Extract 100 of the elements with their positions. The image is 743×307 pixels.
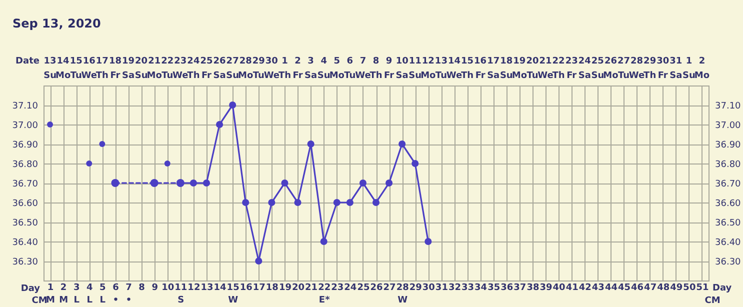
- point: [216, 120, 224, 128]
- y2-tick-label: 36.60: [715, 199, 742, 209]
- x2-tick-label: 27 Tu: [617, 56, 630, 81]
- point: [190, 179, 197, 187]
- x2-tick-label: 11 Su: [408, 56, 422, 81]
- point: [99, 141, 106, 147]
- x-tick-label: 4 L: [86, 283, 93, 306]
- x2-tick-label: 6 Tu: [344, 56, 356, 81]
- x-tick-label: 17: [252, 283, 266, 293]
- x2-tick-label: 2 Mo: [694, 56, 710, 81]
- x2-tick-label: 28 We: [628, 56, 645, 81]
- x2-tick-label: 22 Th: [552, 56, 565, 81]
- x-tick-label: 10: [162, 283, 174, 293]
- x-tick-label: 43: [592, 283, 604, 293]
- point: [372, 198, 380, 206]
- point: [307, 140, 314, 148]
- x-tick-label: 42: [578, 283, 592, 293]
- x2-tick-label: 10 Sa: [396, 56, 408, 81]
- x2-tick-label: 25 Su: [591, 56, 604, 81]
- x-tick-label: 7 •: [126, 283, 132, 306]
- x-tick-label: 2 M: [59, 283, 68, 306]
- x2-tick-label: 9 Fr: [384, 56, 395, 81]
- point: [86, 160, 92, 166]
- x-tick-label: 38: [526, 283, 540, 293]
- x2-tick-label: 14 We: [446, 56, 462, 81]
- y2-tick-label: 36.40: [715, 238, 742, 248]
- x-tick-label: 37: [514, 283, 526, 293]
- text: CM: [32, 296, 48, 306]
- x-tick-label: 21: [305, 283, 318, 293]
- point: [320, 238, 328, 246]
- x2-tick-label: 30 We: [264, 56, 280, 81]
- x2-tick-label: 20 Tu: [526, 56, 539, 81]
- x-tick-label: 15 W: [226, 283, 240, 306]
- x-tick-label: 36: [500, 283, 514, 293]
- x-tick-label: 35: [488, 283, 500, 293]
- x-tick-label: 49: [670, 283, 683, 293]
- y2-tick-label: 37.10: [715, 102, 742, 112]
- x2-tick-label: 29 Tu: [252, 56, 265, 81]
- point: [202, 179, 210, 187]
- x-tick-label: 1 M: [46, 283, 56, 306]
- y2-tick-label: 37.00: [715, 121, 742, 131]
- x2-tick-label: 13 Tu: [434, 56, 448, 81]
- point: [281, 179, 288, 187]
- x-tick-label: 41: [566, 283, 578, 293]
- x2-tick-label: 28 Mo: [238, 56, 254, 81]
- x-tick-label: 45: [618, 283, 631, 293]
- x2-tick-label: 25 Fr: [200, 56, 213, 81]
- x2-tick-label: 23 Fr: [565, 56, 578, 81]
- x2-tick-label: 18 Fr: [108, 56, 122, 81]
- point: [346, 198, 354, 206]
- text: Day: [20, 284, 40, 294]
- x2-tick-label: 17 Th: [96, 56, 108, 81]
- x2-tick-label: 16 We: [81, 56, 97, 81]
- y2-tick-label: 36.80: [715, 160, 742, 170]
- x-tick-label: 51: [696, 283, 709, 293]
- y-tick-label: 36.70: [12, 180, 38, 190]
- x2-tick-label: 31 Sa: [670, 56, 682, 81]
- x2-tick-label: 26 Mo: [603, 56, 618, 81]
- y2-tick-label: 36.90: [715, 140, 742, 150]
- x-tick-label: 6 •: [112, 283, 119, 306]
- x2-tick-label: 29 Th: [644, 56, 656, 81]
- x2-tick-label: 26 Sa: [213, 56, 226, 81]
- x-tick-label: 33: [462, 283, 474, 293]
- point: [424, 238, 432, 246]
- y-tick-label: 36.80: [12, 160, 38, 170]
- x2-tick-label: 3 Sa: [304, 56, 318, 81]
- y-tick-label: 37.00: [12, 121, 38, 131]
- x2-axis-title: Date: [16, 56, 40, 66]
- x-tick-label: 48: [657, 283, 670, 293]
- x2-tick-label: 22 Tu: [161, 56, 174, 81]
- x2-tick-label: 23 We: [172, 56, 188, 81]
- x2-tick-label: 4 Su: [317, 56, 330, 81]
- x2-tick-label: 24 Th: [187, 56, 200, 81]
- x2-tick-label: 17 Sa: [487, 56, 500, 81]
- x-tick-label: 11 S: [174, 283, 188, 306]
- x-tick-label: 20: [292, 283, 305, 293]
- text: CM: [704, 296, 720, 306]
- x2-tick-label: 19 Mo: [512, 56, 527, 81]
- x-tick-label: 26: [370, 283, 383, 293]
- y-tick-label: 36.90: [12, 140, 38, 150]
- x2-tick-label: 19 Sa: [122, 56, 135, 81]
- x-tick-label: 32: [448, 283, 461, 293]
- x2-tick-label: 5 Mo: [329, 56, 344, 81]
- x-tick-label: 12: [188, 283, 200, 293]
- x2-tick-label: 1 Su: [682, 56, 696, 81]
- x2-tick-label: 30 Fr: [656, 56, 670, 81]
- y-tick-label: 36.50: [12, 218, 38, 228]
- x-tick-label: 47: [644, 283, 657, 293]
- x-tick-label: 30: [422, 283, 435, 293]
- x-tick-label: 24: [344, 283, 357, 293]
- x-tick-label: 46: [631, 283, 644, 293]
- x-tick-label: 19: [278, 283, 292, 293]
- x2-tick-label: 16 Fr: [474, 56, 487, 81]
- x-tick-label: 28 W: [396, 283, 409, 306]
- x-tick-label: 27: [383, 283, 396, 293]
- x-tick-label: 29: [409, 283, 422, 293]
- x2-tick-label: 27 Su: [226, 56, 240, 81]
- x-tick-label: 16: [240, 283, 252, 293]
- point: [268, 198, 276, 206]
- x-tick-label: 34: [474, 283, 488, 293]
